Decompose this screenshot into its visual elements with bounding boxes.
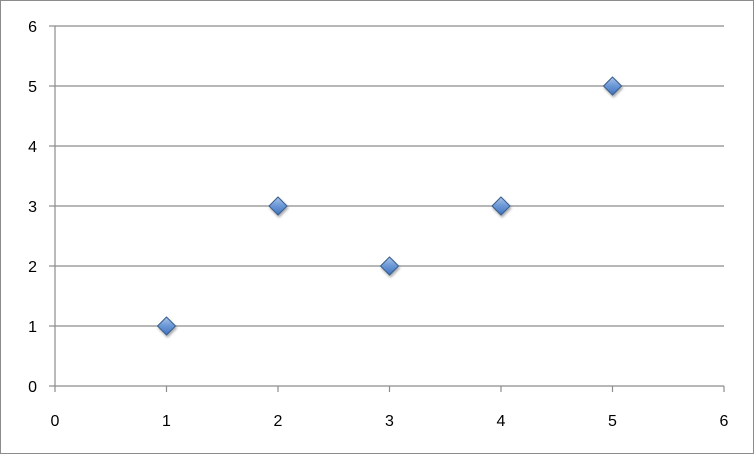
y-tick-label: 4 (28, 139, 37, 156)
x-tick-label: 2 (274, 413, 283, 430)
data-points (156, 76, 623, 336)
data-point-1-1 (156, 316, 177, 336)
data-point-2-3 (268, 196, 288, 216)
x-tick-labels: 0 1 2 3 4 5 6 (51, 413, 729, 430)
y-tick-label: 5 (28, 79, 37, 96)
y-tick-label: 6 (28, 19, 37, 36)
x-tick-label: 4 (497, 413, 506, 430)
data-point-5-5 (602, 76, 623, 96)
y-tick-labels: 0 1 2 3 4 5 6 (28, 19, 37, 396)
x-tick-label: 3 (385, 413, 394, 430)
y-tick-label: 2 (28, 259, 37, 276)
data-point-4-3 (491, 196, 511, 216)
x-tick-label: 1 (162, 413, 171, 430)
x-tick-label: 5 (608, 413, 617, 430)
data-point-3-2 (379, 256, 400, 276)
x-tick-label: 0 (51, 413, 60, 430)
y-tick-label: 3 (28, 199, 37, 216)
y-tick-label: 0 (28, 379, 37, 396)
axes (49, 25, 725, 392)
x-tick-label: 6 (720, 413, 729, 430)
gridlines (55, 25, 724, 327)
y-tick-label: 1 (28, 319, 37, 336)
